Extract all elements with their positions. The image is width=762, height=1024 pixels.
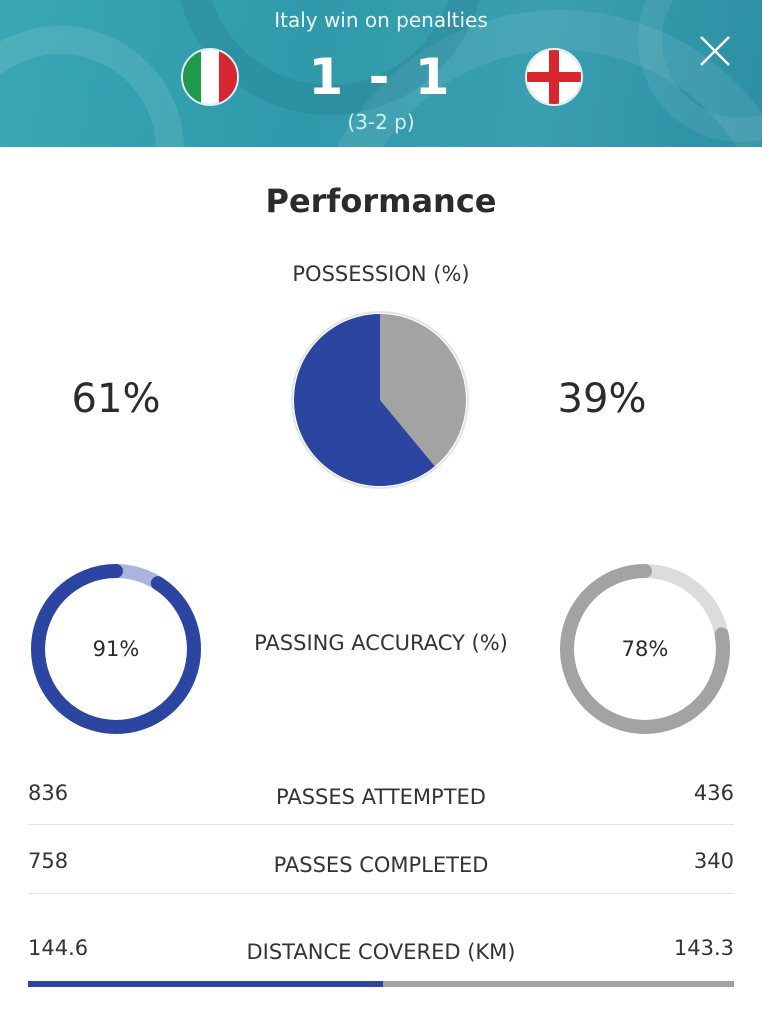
- match-score: 1 - 1: [308, 48, 454, 106]
- stat-divider: [28, 893, 734, 894]
- match-result-text: Italy win on penalties: [274, 8, 488, 32]
- stat-row-distance-covered: 144.6 DISTANCE COVERED (KM) 143.3: [28, 936, 734, 976]
- possession-away-slice: [380, 314, 466, 467]
- ring-away-fill: [560, 564, 730, 734]
- stat-home-value: 836: [28, 781, 69, 805]
- stat-row-passes-completed: 758 PASSES COMPLETED 340: [28, 849, 734, 889]
- match-header: Italy win on penalties 1 - 1 (3-2 p): [0, 0, 762, 147]
- italy-flag-icon: [181, 48, 239, 106]
- passing-accuracy-home-ring: 91%: [29, 562, 203, 736]
- passing-accuracy-away-ring: 78%: [558, 562, 732, 736]
- ring-home-fill: [31, 564, 201, 734]
- distance-home-fill: [28, 981, 383, 987]
- possession-home-value: 61%: [71, 376, 161, 422]
- passing-accuracy-home-value: 91%: [92, 637, 140, 661]
- close-icon: [700, 36, 730, 66]
- stat-label: PASSES COMPLETED: [273, 853, 489, 877]
- passing-accuracy-away-value: 78%: [621, 637, 669, 661]
- stat-label: PASSES ATTEMPTED: [276, 785, 486, 809]
- possession-pie-chart: [291, 311, 469, 489]
- close-button[interactable]: [696, 32, 734, 70]
- penalty-score: (3-2 p): [347, 110, 415, 134]
- stat-row-passes-attempted: 836 PASSES ATTEMPTED 436: [28, 781, 734, 821]
- stat-away-value: 436: [693, 781, 734, 805]
- stat-divider: [28, 824, 734, 825]
- stat-home-value: 144.6: [28, 936, 89, 960]
- stat-label: DISTANCE COVERED (KM): [246, 940, 516, 964]
- stat-away-value: 340: [693, 849, 734, 873]
- stat-home-value: 758: [28, 849, 69, 873]
- header-background-pattern: [0, 0, 762, 147]
- stat-away-value: 143.3: [673, 936, 734, 960]
- passing-accuracy-label: PASSING ACCURACY (%): [254, 631, 508, 655]
- distance-comparison-bar: [28, 981, 734, 987]
- possession-away-value: 39%: [557, 376, 647, 422]
- possession-home-slice: [294, 314, 435, 486]
- possession-label: POSSESSION (%): [292, 262, 470, 286]
- england-flag-icon: [525, 48, 583, 106]
- section-title: Performance: [265, 182, 497, 220]
